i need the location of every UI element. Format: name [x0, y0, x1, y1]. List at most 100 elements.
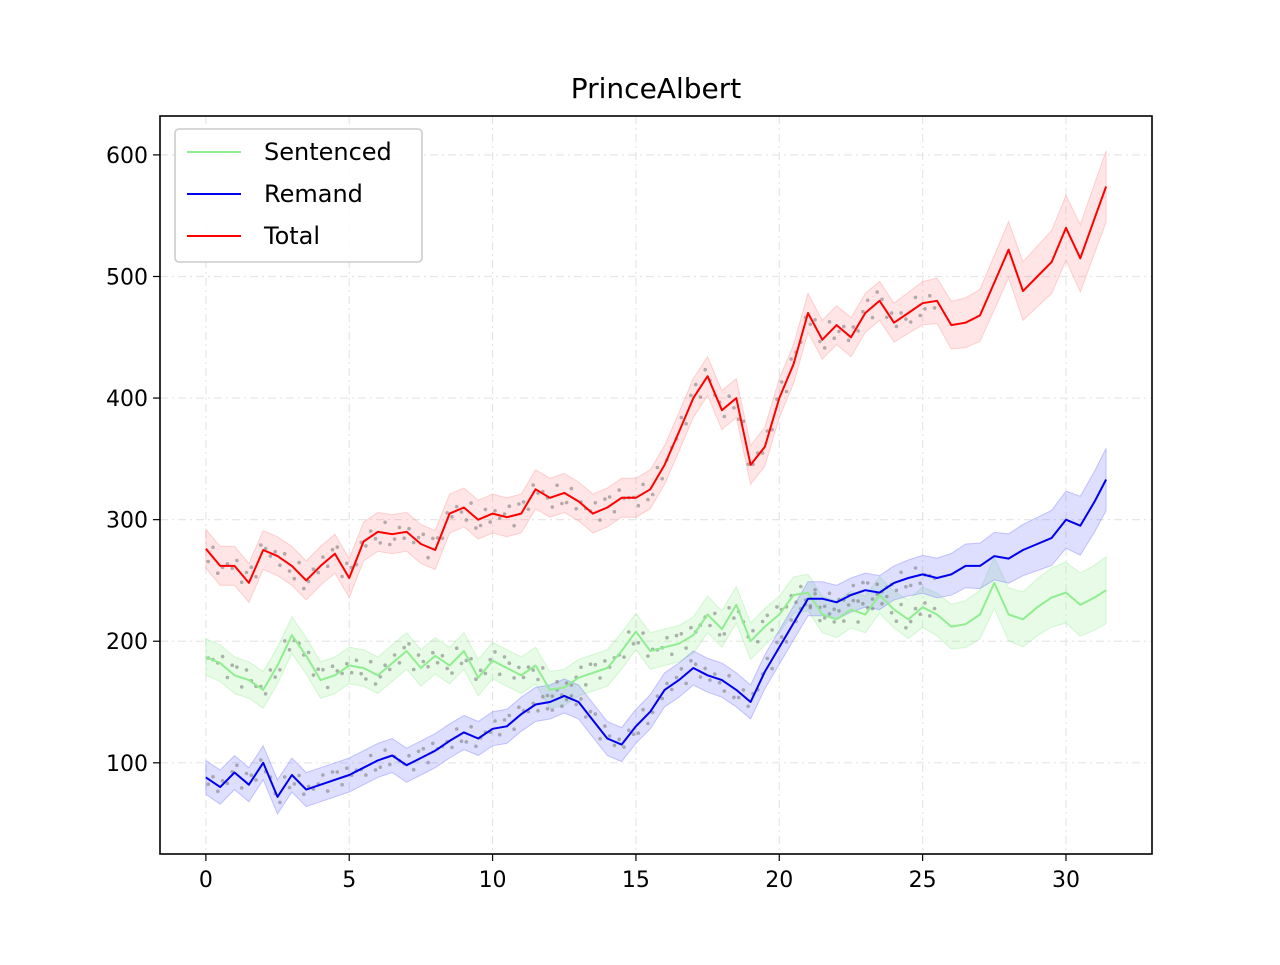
observation-dot-sentenced: [268, 668, 273, 672]
observation-dot-remand: [627, 728, 631, 733]
observation-dot-sentenced: [282, 639, 287, 643]
observation-dot-total: [407, 526, 411, 531]
observation-dot-sentenced: [555, 679, 559, 684]
observation-dot-total: [861, 309, 865, 314]
observation-dot-remand: [827, 591, 832, 596]
observation-dot-remand: [302, 792, 306, 796]
observation-dot-sentenced: [598, 676, 602, 680]
observation-dot-remand: [450, 745, 454, 750]
band-total: [205, 150, 1107, 604]
observation-dot-sentenced: [627, 630, 631, 634]
observation-dot-remand: [822, 604, 827, 609]
observation-dot-remand: [373, 768, 378, 772]
observation-dot-remand: [560, 704, 564, 708]
observation-dot-remand: [808, 605, 813, 610]
observation-dot-sentenced: [837, 609, 841, 613]
observation-dot-remand: [641, 707, 645, 712]
observation-dot-remand: [517, 705, 521, 709]
observation-dot-sentenced: [512, 676, 516, 680]
observation-dot-sentenced: [244, 668, 249, 672]
observation-dot-total: [913, 295, 918, 300]
observation-dot-remand: [531, 701, 535, 706]
observation-dot-remand: [454, 727, 459, 731]
legend: Sentenced Remand Total: [174, 128, 423, 263]
observation-dot-sentenced: [345, 661, 349, 666]
observation-dot-remand: [206, 782, 211, 786]
observation-dot-sentenced: [885, 594, 889, 599]
observation-dot-total: [426, 555, 430, 560]
observation-dot-total: [827, 320, 832, 324]
observation-dot-sentenced: [507, 661, 512, 665]
observation-dot-remand: [426, 760, 430, 765]
observation-dot-total: [378, 541, 383, 545]
observation-dot-total: [923, 307, 927, 311]
observation-dot-remand: [775, 640, 779, 645]
observation-dot-sentenced: [383, 663, 387, 667]
observation-dot-total: [822, 346, 827, 350]
observation-dot-sentenced: [450, 671, 454, 675]
observation-dot-sentenced: [263, 692, 268, 696]
observation-dot-remand: [335, 770, 340, 774]
observation-dot-sentenced: [727, 606, 731, 610]
observation-dot-sentenced: [665, 635, 669, 640]
observation-dot-remand: [388, 762, 392, 767]
legend-label-total: Total: [263, 222, 320, 250]
observation-dot-total: [693, 382, 698, 387]
observation-dot-remand: [899, 570, 903, 575]
observation-dot-total: [330, 547, 335, 552]
observation-dot-sentenced: [579, 665, 583, 669]
observation-dot-sentenced: [550, 694, 555, 698]
observation-dot-total: [459, 510, 464, 514]
observation-dot-total: [402, 536, 407, 540]
observation-dot-total: [650, 492, 655, 497]
observation-dot-sentenced: [220, 654, 225, 659]
observation-dot-total: [569, 486, 574, 491]
observation-dot-total: [282, 552, 287, 556]
observation-dot-total: [928, 293, 932, 298]
observation-dot-sentenced: [225, 675, 230, 680]
observation-dot-total: [875, 290, 879, 294]
observation-dot-total: [230, 566, 234, 571]
observation-dot-total: [497, 516, 502, 521]
observation-dot-sentenced: [402, 645, 407, 650]
observation-dot-remand: [741, 688, 746, 692]
observation-dot-remand: [545, 706, 550, 711]
observation-dot-remand: [655, 694, 660, 698]
observation-dot-total: [660, 476, 664, 481]
observation-dot-sentenced: [923, 601, 927, 605]
observation-dot-sentenced: [239, 685, 244, 689]
observation-dot-sentenced: [378, 675, 383, 679]
observation-dot-remand: [693, 662, 698, 666]
observation-dot-remand: [650, 710, 655, 715]
observation-dot-remand: [703, 666, 707, 671]
observation-dot-remand: [225, 781, 230, 786]
observation-dot-sentenced: [411, 667, 416, 672]
observation-dot-total: [908, 320, 913, 324]
observation-dot-remand: [607, 734, 612, 738]
observation-dot-remand: [211, 775, 215, 779]
observation-dot-sentenced: [478, 668, 483, 673]
observation-dot-sentenced: [407, 642, 411, 646]
observation-dot-sentenced: [861, 601, 865, 606]
observation-dot-sentenced: [770, 628, 774, 632]
observation-dot-remand: [244, 771, 249, 776]
observation-dot-sentenced: [373, 682, 378, 686]
legend-box: [174, 128, 423, 263]
observation-dot-total: [397, 525, 402, 530]
observation-dot-remand: [497, 732, 502, 737]
observation-dot-remand: [325, 789, 330, 793]
observation-dot-total: [894, 324, 899, 329]
observation-dot-sentenced: [775, 605, 779, 609]
observation-dot-remand: [292, 782, 297, 786]
observation-dot-sentenced: [636, 640, 641, 645]
observation-dot-total: [445, 511, 450, 515]
observation-dot-total: [431, 536, 435, 541]
observation-dot-sentenced: [469, 657, 473, 661]
confidence-bands: [205, 150, 1107, 815]
observation-dot-remand: [340, 782, 344, 787]
observation-dot-sentenced: [631, 642, 636, 646]
observation-dot-remand: [713, 672, 717, 676]
observation-dot-remand: [832, 607, 836, 611]
observation-dot-sentenced: [454, 646, 459, 650]
observation-dot-total: [698, 395, 703, 399]
